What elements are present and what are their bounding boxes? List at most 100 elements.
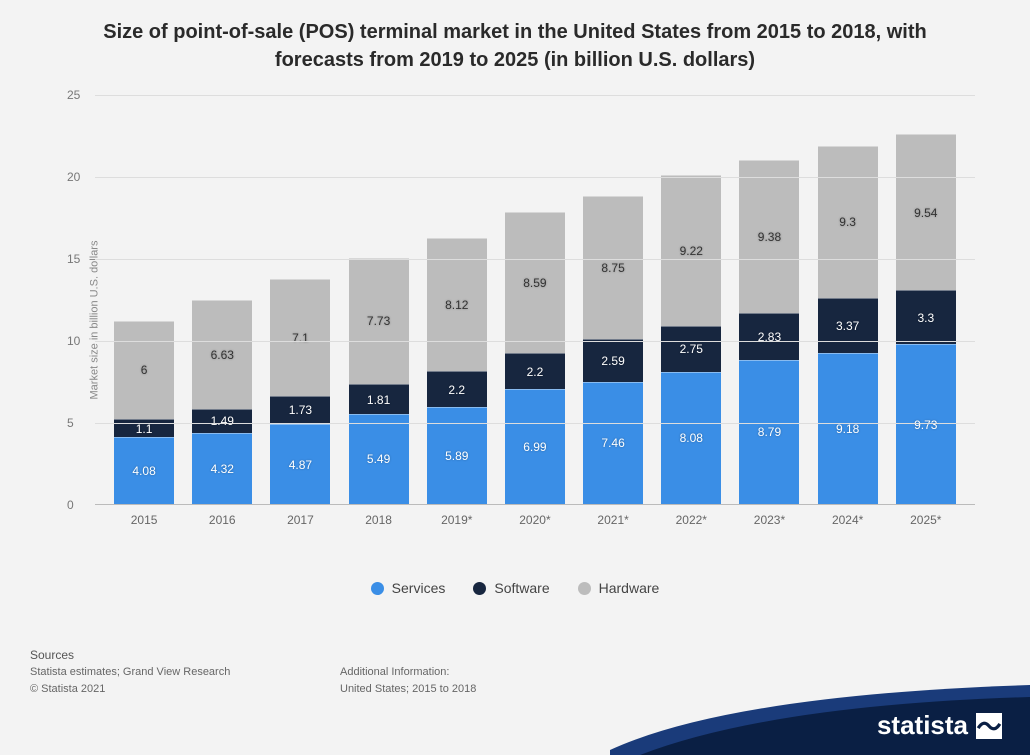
- bar-value-label: 8.79: [758, 425, 781, 439]
- bar-value-label: 3.3: [917, 311, 934, 325]
- plot-area: 4.081.1 6 4.32 1.49 6.63 4.87 1.73 7.1 5.49 1.81 7…: [95, 95, 975, 505]
- sources-heading: Sources: [30, 646, 230, 664]
- bar-value-label: 7.73: [367, 314, 390, 328]
- additional-heading: Additional Information:: [340, 664, 476, 681]
- bar-value-label: 2.83: [758, 330, 781, 344]
- bar-segment: 9.54: [896, 134, 956, 290]
- bar-column: 6.992.28.59: [505, 212, 565, 504]
- chart-title: Size of point-of-sale (POS) terminal mar…: [0, 0, 1030, 84]
- legend-item: Software: [473, 580, 549, 596]
- bar-value-label: 6.99: [523, 440, 546, 454]
- x-tick-label: 2025*: [896, 513, 956, 527]
- x-axis-labels: 2015 2016 2017 2018 2019* 2020* 2021* 2022* 2023…: [95, 513, 975, 527]
- bar-segment: 5.49: [349, 414, 409, 504]
- bar-segment: 1.49: [192, 409, 252, 433]
- bar-value-label: 8.08: [680, 431, 703, 445]
- bar-column: 4.87 1.73 7.1: [270, 279, 330, 504]
- bar-value-label: 9.73: [914, 418, 937, 432]
- bar-value-label: 7.1: [292, 331, 309, 345]
- bar-value-label: 9.18: [836, 422, 859, 436]
- bars-area: 4.081.1 6 4.32 1.49 6.63 4.87 1.73 7.1 5.49 1.81 7…: [95, 95, 975, 504]
- bar-segment: 1.1: [114, 419, 174, 437]
- bar-value-label: 6: [141, 363, 148, 377]
- bar-value-label: 9.22: [680, 244, 703, 258]
- x-tick-label: 2020*: [505, 513, 565, 527]
- grid-line: [95, 341, 975, 342]
- legend-label: Services: [392, 580, 446, 596]
- chart-container: Market size in billion U.S. dollars 4.08…: [55, 95, 990, 545]
- bar-column: 4.32 1.49 6.63: [192, 300, 252, 504]
- bar-value-label: 7.46: [601, 436, 624, 450]
- bar-value-label: 2.59: [601, 354, 624, 368]
- bar-value-label: 6.63: [211, 348, 234, 362]
- footer-additional: Additional Information: United States; 2…: [340, 664, 476, 697]
- bar-value-label: 9.3: [839, 215, 856, 229]
- footer-sources: Sources Statista estimates; Grand View R…: [30, 646, 230, 697]
- grid-line: [95, 177, 975, 178]
- bar-segment: 9.3: [818, 146, 878, 299]
- legend-label: Software: [494, 580, 549, 596]
- bar-value-label: 1.49: [211, 414, 234, 428]
- x-tick-label: 2023*: [739, 513, 799, 527]
- y-tick-label: 0: [67, 498, 74, 512]
- grid-line: [95, 259, 975, 260]
- bar-column: 5.89 2.2 8.12: [427, 238, 487, 504]
- bar-segment: 2.2: [505, 353, 565, 389]
- x-tick-label: 2017: [270, 513, 330, 527]
- wave-icon: [976, 713, 1002, 739]
- bar-column: 8.79 2.83 9.38: [739, 160, 799, 504]
- bar-segment: 4.08: [114, 437, 174, 504]
- bar-segment: 6: [114, 321, 174, 419]
- copyright-text: © Statista 2021: [30, 681, 230, 698]
- bar-value-label: 1.81: [367, 393, 390, 407]
- bar-segment: 4.32: [192, 433, 252, 504]
- bar-column: 9.18 3.37 9.3: [818, 146, 878, 504]
- bar-column: 5.49 1.81 7.73: [349, 258, 409, 504]
- bar-segment: 8.75: [583, 196, 643, 340]
- bar-segment: 6.63: [192, 300, 252, 409]
- y-tick-label: 20: [67, 170, 80, 184]
- x-tick-label: 2016: [192, 513, 252, 527]
- grid-line: [95, 423, 975, 424]
- y-tick-label: 25: [67, 88, 80, 102]
- bar-segment: 8.79: [739, 360, 799, 504]
- bar-segment: 7.46: [583, 382, 643, 504]
- bar-segment: 7.1: [270, 279, 330, 395]
- bar-segment: 1.81: [349, 384, 409, 414]
- bar-segment: 2.83: [739, 313, 799, 359]
- bar-value-label: 3.37: [836, 319, 859, 333]
- bar-segment: 6.99: [505, 389, 565, 504]
- legend-item: Services: [371, 580, 446, 596]
- bar-segment: 2.75: [661, 326, 721, 371]
- x-tick-label: 2022*: [661, 513, 721, 527]
- bar-column: 7.46 2.59 8.75: [583, 196, 643, 504]
- bar-value-label: 2.75: [680, 342, 703, 356]
- bar-segment: 7.73: [349, 258, 409, 385]
- bar-segment: 5.89: [427, 407, 487, 504]
- y-tick-label: 10: [67, 334, 80, 348]
- sources-text: Statista estimates; Grand View Research: [30, 664, 230, 681]
- x-tick-label: 2018: [349, 513, 409, 527]
- bar-column: 4.081.1 6: [114, 321, 174, 504]
- bar-column: 8.08 2.75 9.22: [661, 175, 721, 504]
- bar-value-label: 5.49: [367, 452, 390, 466]
- bar-value-label: 2.2: [448, 383, 465, 397]
- x-tick-label: 2021*: [583, 513, 643, 527]
- bar-value-label: 9.38: [758, 230, 781, 244]
- bar-value-label: 5.89: [445, 449, 468, 463]
- bar-segment: 3.3: [896, 290, 956, 344]
- bar-value-label: 9.54: [914, 206, 937, 220]
- bar-segment: 9.18: [818, 353, 878, 504]
- bar-segment: 2.59: [583, 339, 643, 381]
- bar-value-label: 8.75: [601, 261, 624, 275]
- bar-value-label: 4.87: [289, 458, 312, 472]
- x-tick-label: 2019*: [427, 513, 487, 527]
- x-tick-label: 2015: [114, 513, 174, 527]
- bar-segment: 1.73: [270, 396, 330, 424]
- y-tick-label: 5: [67, 416, 74, 430]
- bar-value-label: 8.12: [445, 298, 468, 312]
- x-tick-label: 2024*: [818, 513, 878, 527]
- additional-text: United States; 2015 to 2018: [340, 681, 476, 698]
- legend-item: Hardware: [578, 580, 660, 596]
- bar-segment: 4.87: [270, 424, 330, 504]
